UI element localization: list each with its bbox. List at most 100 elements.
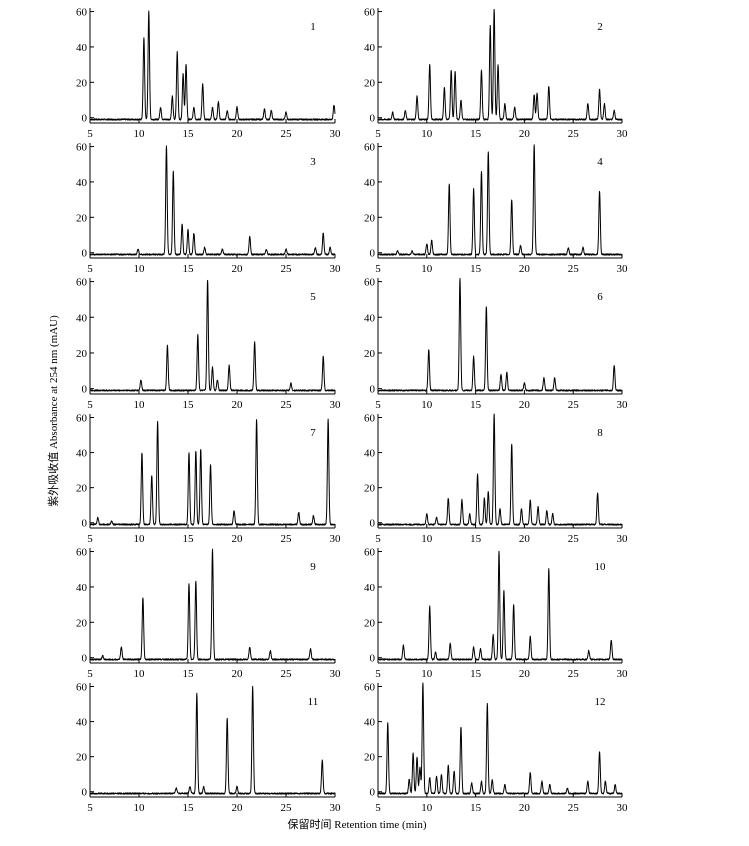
x-tick-label: 30	[617, 263, 629, 275]
x-tick-label: 10	[421, 668, 433, 680]
x-tick-label: 30	[330, 263, 342, 275]
x-tick-label: 10	[421, 802, 433, 814]
x-tick-label: 20	[232, 802, 244, 814]
x-tick-label: 5	[375, 399, 381, 411]
panel-number-label: 10	[595, 561, 607, 573]
x-tick-label: 30	[617, 399, 629, 411]
y-tick-label: 40	[76, 448, 88, 460]
x-tick-label: 5	[87, 802, 93, 814]
y-tick-label: 0	[370, 384, 376, 396]
y-tick-label: 40	[76, 717, 88, 729]
y-tick-label: 60	[364, 413, 376, 425]
y-tick-label: 60	[364, 547, 376, 559]
x-tick-label: 5	[87, 263, 93, 275]
x-tick-label: 25	[568, 533, 580, 545]
panel-9: 0 20 40 60 5 10 15 20 25 30 9	[76, 547, 341, 680]
y-tick-label: 20	[364, 212, 376, 224]
x-tick-label: 25	[281, 128, 293, 140]
chromatogram-trace-2	[377, 8, 623, 121]
x-tick-label: 15	[183, 263, 195, 275]
chromatogram-trace-10	[377, 550, 623, 661]
panel-1: 0 20 40 60 5 10 15 20 25 30 1	[76, 7, 341, 140]
chromatogram-trace-7	[89, 418, 336, 526]
y-tick-label: 0	[82, 384, 88, 396]
panel-12: 0 20 40 60 5 10 15 20 25 30 12	[364, 682, 628, 814]
x-tick-label: 10	[134, 802, 146, 814]
x-tick-label: 5	[375, 802, 381, 814]
x-tick-label: 5	[87, 533, 93, 545]
panel-number-label: 2	[597, 21, 603, 33]
y-tick-label: 40	[364, 177, 376, 189]
y-tick-label: 60	[76, 682, 88, 694]
x-tick-label: 10	[134, 399, 146, 411]
panel-6: 0 20 40 60 5 10 15 20 25 30 6	[364, 277, 628, 411]
x-tick-label: 10	[421, 399, 433, 411]
x-tick-label: 10	[134, 668, 146, 680]
x-tick-label: 25	[281, 263, 293, 275]
y-axis-title: 紫外吸收值 Absorbance at 254 nm (mAU)	[46, 315, 60, 507]
y-tick-label: 0	[370, 518, 376, 530]
x-tick-label: 5	[87, 128, 93, 140]
y-tick-label: 40	[364, 448, 376, 460]
y-tick-label: 40	[76, 582, 88, 594]
chromatogram-trace-12	[377, 682, 623, 795]
y-tick-label: 60	[76, 547, 88, 559]
y-tick-label: 20	[364, 77, 376, 89]
x-tick-label: 10	[421, 263, 433, 275]
chromatogram-trace-1	[89, 10, 336, 121]
x-tick-label: 25	[281, 399, 293, 411]
x-tick-label: 30	[330, 399, 342, 411]
x-tick-label: 30	[330, 802, 342, 814]
y-tick-label: 60	[364, 277, 376, 289]
panel-5: 0 20 40 60 5 10 15 20 25 30 5	[76, 277, 341, 411]
x-tick-label: 15	[470, 668, 482, 680]
y-tick-label: 0	[370, 248, 376, 260]
panel-2: 0 20 40 60 5 10 15 20 25 30 2	[364, 7, 628, 140]
chromatogram-trace-4	[377, 144, 623, 256]
x-tick-label: 25	[568, 263, 580, 275]
x-tick-label: 15	[470, 802, 482, 814]
y-tick-label: 40	[76, 177, 88, 189]
y-tick-label: 20	[364, 617, 376, 629]
panel-4: 0 20 40 60 5 10 15 20 25 30 4	[364, 142, 628, 275]
y-tick-label: 20	[76, 483, 88, 495]
chromatogram-trace-11	[89, 685, 336, 795]
x-tick-label: 5	[87, 668, 93, 680]
x-tick-label: 15	[183, 668, 195, 680]
y-tick-label: 0	[82, 653, 88, 665]
x-tick-label: 20	[232, 128, 244, 140]
x-tick-label: 5	[375, 668, 381, 680]
y-tick-label: 0	[82, 518, 88, 530]
y-tick-label: 40	[76, 42, 88, 54]
chromatogram-trace-8	[377, 413, 623, 526]
x-tick-label: 30	[617, 128, 629, 140]
panel-10: 0 20 40 60 5 10 15 20 25 30 10	[364, 547, 628, 680]
y-tick-label: 0	[370, 113, 376, 125]
y-tick-label: 60	[364, 7, 376, 19]
x-tick-label: 10	[134, 263, 146, 275]
x-tick-label: 10	[421, 533, 433, 545]
y-tick-label: 60	[76, 142, 88, 154]
y-tick-label: 0	[82, 248, 88, 260]
chromatogram-trace-3	[89, 145, 336, 256]
chromatogram-trace-6	[377, 277, 623, 392]
x-tick-label: 15	[470, 399, 482, 411]
x-tick-label: 15	[470, 263, 482, 275]
panel-11: 0 20 40 60 5 10 15 20 25 30 11	[76, 682, 341, 814]
y-tick-label: 20	[76, 752, 88, 764]
panel-8: 0 20 40 60 5 10 15 20 25 30 8	[364, 413, 628, 545]
y-tick-label: 60	[364, 682, 376, 694]
y-tick-label: 40	[364, 717, 376, 729]
x-tick-label: 25	[281, 668, 293, 680]
panel-number-label: 9	[310, 561, 316, 573]
panel-number-label: 7	[310, 427, 316, 439]
x-tick-label: 10	[134, 533, 146, 545]
panel-number-label: 5	[310, 291, 316, 303]
panel-number-label: 1	[310, 21, 316, 33]
x-tick-label: 25	[568, 399, 580, 411]
y-tick-label: 60	[76, 413, 88, 425]
x-tick-label: 30	[617, 802, 629, 814]
y-tick-label: 20	[364, 348, 376, 360]
